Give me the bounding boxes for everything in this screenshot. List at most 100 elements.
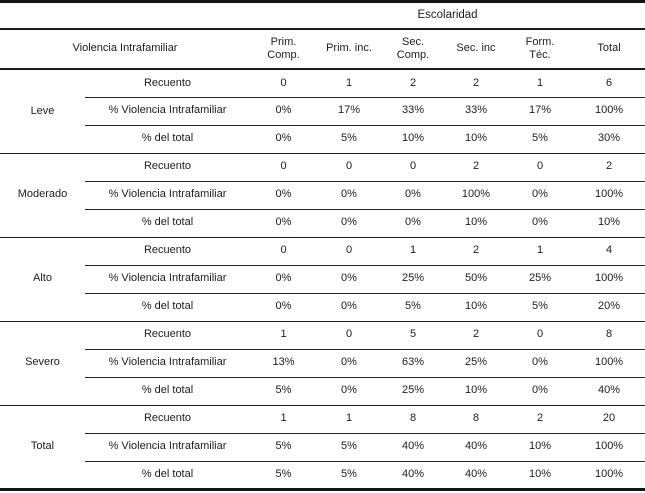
column-header-sec-inc: Sec. inc — [445, 29, 507, 70]
column-headers-row: Violencia Intrafamiliar Prim. Comp. Prim… — [0, 29, 645, 70]
value-cell: 25% — [381, 265, 445, 294]
measure-label: % Violencia Intrafamiliar — [85, 97, 250, 126]
value-cell: 5% — [317, 461, 381, 490]
value-cell: 63% — [381, 349, 445, 378]
value-cell: 50% — [445, 265, 507, 294]
table-header: Escolaridad Violencia Intrafamiliar Prim… — [0, 1, 645, 70]
value-cell: 0% — [507, 209, 573, 238]
table-row: % Violencia Intrafamiliar 5% 5% 40% 40% 10% 10… — [0, 433, 645, 462]
value-cell: 0 — [250, 153, 317, 182]
value-cell: 40% — [381, 461, 445, 490]
column-dimension-row: Escolaridad — [0, 1, 645, 30]
measure-label: Recuento — [85, 237, 250, 266]
value-cell: 1 — [507, 69, 573, 98]
measure-label: Recuento — [85, 405, 250, 434]
value-cell: 5% — [250, 461, 317, 490]
value-cell: 100% — [573, 181, 645, 210]
value-cell: 33% — [445, 97, 507, 126]
measure-label: % Violencia Intrafamiliar — [85, 433, 250, 462]
value-cell: 1 — [250, 321, 317, 350]
value-cell: 6 — [573, 69, 645, 98]
table-body: Leve Recuento 0 1 2 2 1 6% Violencia Intrafamil… — [0, 69, 645, 490]
value-cell: 0% — [317, 265, 381, 294]
value-cell: 2 — [445, 321, 507, 350]
value-cell: 100% — [573, 433, 645, 462]
value-cell: 2 — [573, 153, 645, 182]
value-cell: 8 — [381, 405, 445, 434]
measure-label: % del total — [85, 125, 250, 154]
value-cell: 10% — [507, 461, 573, 490]
value-cell: 0% — [250, 265, 317, 294]
value-cell: 1 — [250, 405, 317, 434]
value-cell: 0% — [381, 209, 445, 238]
value-cell: 0 — [317, 237, 381, 266]
value-cell: 13% — [250, 349, 317, 378]
value-cell: 100% — [573, 265, 645, 294]
column-header-sec-comp: Sec. Comp. — [381, 29, 445, 70]
value-cell: 10% — [445, 209, 507, 238]
table-row: Severo Recuento 1 0 5 2 0 8 — [0, 321, 645, 406]
value-cell: 1 — [317, 405, 381, 434]
value-cell: 1 — [507, 237, 573, 266]
value-cell: 40% — [381, 433, 445, 462]
table-row: Leve Recuento 0 1 2 2 1 6 — [0, 69, 645, 154]
value-cell: 2 — [381, 69, 445, 98]
value-cell: 100% — [573, 97, 645, 126]
header-spacer — [0, 1, 250, 30]
value-cell: 0 — [317, 153, 381, 182]
value-cell: 0% — [507, 181, 573, 210]
value-cell: 5% — [250, 433, 317, 462]
value-cell: 0% — [317, 349, 381, 378]
value-cell: 0% — [317, 209, 381, 238]
measure-label: % Violencia Intrafamiliar — [85, 349, 250, 378]
group-label: Alto — [0, 237, 85, 322]
measure-label: % del total — [85, 209, 250, 238]
value-cell: 0 — [317, 321, 381, 350]
value-cell: 0 — [381, 153, 445, 182]
value-cell: 10% — [381, 125, 445, 154]
table-row: % Violencia Intrafamiliar 0% 0% 25% 50% 25% 10… — [0, 265, 645, 294]
value-cell: 5% — [250, 377, 317, 406]
value-cell: 0% — [507, 377, 573, 406]
value-cell: 8 — [445, 405, 507, 434]
value-cell: 40% — [573, 377, 645, 406]
value-cell: 100% — [573, 461, 645, 490]
value-cell: 0% — [317, 293, 381, 322]
value-cell: 1 — [381, 237, 445, 266]
table-row: % Violencia Intrafamiliar 0% 17% 33% 33% 17% 1… — [0, 97, 645, 126]
value-cell: 100% — [445, 181, 507, 210]
value-cell: 33% — [381, 97, 445, 126]
column-header-form-tec: Form. Téc. — [507, 29, 573, 70]
value-cell: 2 — [445, 69, 507, 98]
value-cell: 0% — [317, 377, 381, 406]
table-row: Total Recuento 1 1 8 8 2 20 — [0, 405, 645, 490]
value-cell: 0 — [507, 321, 573, 350]
value-cell: 5% — [317, 125, 381, 154]
row-dimension-header: Violencia Intrafamiliar — [0, 29, 250, 70]
table-row: % del total 0% 0% 0% 10% 0% 10% — [0, 209, 645, 238]
column-dimension-header: Escolaridad — [250, 1, 645, 30]
value-cell: 8 — [573, 321, 645, 350]
value-cell: 2 — [507, 405, 573, 434]
value-cell: 40% — [445, 433, 507, 462]
table-row: % del total 5% 5% 40% 40% 10% 100% — [0, 461, 645, 490]
value-cell: 10% — [445, 377, 507, 406]
value-cell: 5% — [507, 293, 573, 322]
value-cell: 2 — [445, 153, 507, 182]
measure-label: % del total — [85, 377, 250, 406]
measure-label: Recuento — [85, 321, 250, 350]
table-row: Alto Recuento 0 0 1 2 1 4 — [0, 237, 645, 322]
value-cell: 2 — [445, 237, 507, 266]
value-cell: 0% — [250, 181, 317, 210]
value-cell: 17% — [317, 97, 381, 126]
value-cell: 1 — [317, 69, 381, 98]
value-cell: 25% — [381, 377, 445, 406]
group-label: Leve — [0, 69, 85, 154]
value-cell: 5% — [317, 433, 381, 462]
measure-label: % Violencia Intrafamiliar — [85, 181, 250, 210]
value-cell: 25% — [445, 349, 507, 378]
value-cell: 0% — [507, 349, 573, 378]
value-cell: 0 — [507, 153, 573, 182]
value-cell: 0% — [317, 181, 381, 210]
